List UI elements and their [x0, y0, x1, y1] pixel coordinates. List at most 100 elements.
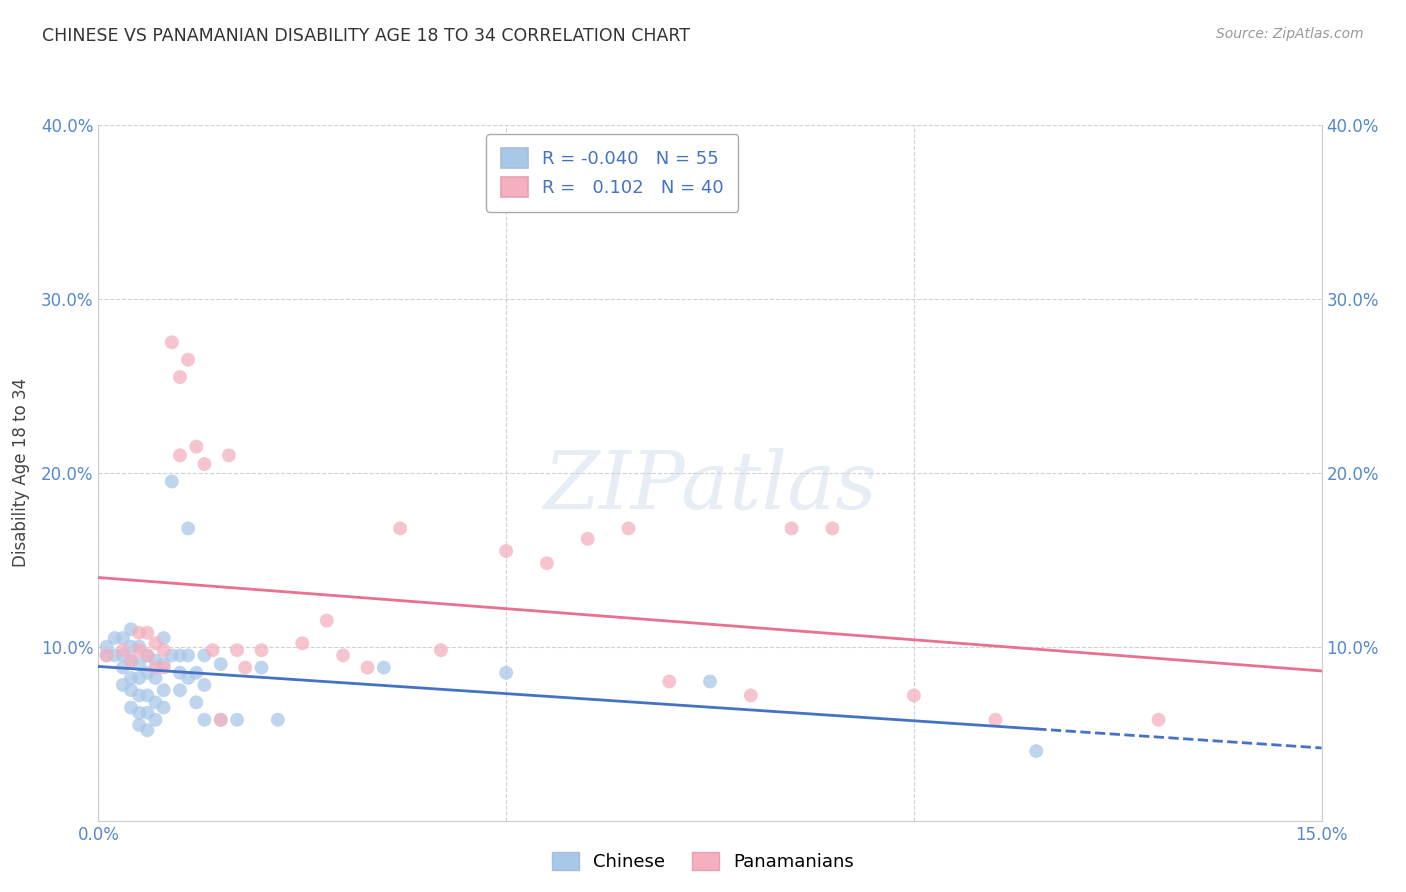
Point: [128, 706, 150, 720]
Point: [128, 689, 150, 703]
Point: [136, 689, 159, 703]
Point: [136, 648, 159, 663]
Point: [373, 660, 395, 674]
Legend: Chinese, Panamanians: Chinese, Panamanians: [544, 845, 862, 879]
Point: [389, 521, 412, 535]
Point: [495, 665, 517, 680]
Point: [104, 631, 127, 645]
Point: [177, 648, 200, 663]
Point: [169, 683, 191, 698]
Point: [111, 643, 134, 657]
Point: [120, 671, 142, 685]
Point: [145, 660, 167, 674]
Point: [291, 636, 314, 650]
Point: [160, 648, 183, 663]
Point: [152, 657, 174, 671]
Point: [226, 713, 249, 727]
Point: [96, 640, 118, 654]
Point: [226, 643, 249, 657]
Point: [120, 654, 142, 668]
Y-axis label: Disability Age 18 to 34: Disability Age 18 to 34: [11, 378, 30, 567]
Point: [111, 660, 134, 674]
Point: [152, 631, 174, 645]
Point: [356, 660, 378, 674]
Point: [152, 660, 174, 674]
Point: [576, 532, 599, 546]
Point: [128, 657, 150, 671]
Point: [96, 648, 118, 663]
Point: [136, 723, 159, 738]
Point: [186, 665, 208, 680]
Point: [128, 640, 150, 654]
Point: [145, 636, 167, 650]
Point: [120, 640, 142, 654]
Point: [136, 625, 159, 640]
Point: [193, 457, 215, 471]
Point: [160, 335, 183, 350]
Point: [128, 625, 150, 640]
Point: [177, 352, 200, 367]
Point: [111, 678, 134, 692]
Point: [177, 671, 200, 685]
Point: [209, 713, 232, 727]
Point: [186, 440, 208, 454]
Legend: R = -0.040   N = 55, R =   0.102   N = 40: R = -0.040 N = 55, R = 0.102 N = 40: [486, 134, 738, 211]
Point: [903, 689, 925, 703]
Point: [495, 544, 517, 558]
Point: [617, 521, 640, 535]
Point: [145, 654, 167, 668]
Point: [136, 706, 159, 720]
Point: [111, 648, 134, 663]
Point: [430, 643, 453, 657]
Point: [104, 648, 127, 663]
Point: [186, 695, 208, 709]
Point: [315, 614, 337, 628]
Point: [136, 665, 159, 680]
Point: [1147, 713, 1170, 727]
Point: [169, 448, 191, 462]
Point: [193, 678, 215, 692]
Point: [780, 521, 803, 535]
Point: [209, 657, 232, 671]
Point: [128, 671, 150, 685]
Point: [536, 556, 558, 570]
Point: [111, 631, 134, 645]
Point: [740, 689, 762, 703]
Point: [250, 643, 273, 657]
Point: [658, 674, 681, 689]
Point: [201, 643, 224, 657]
Point: [169, 370, 191, 384]
Point: [267, 713, 290, 727]
Point: [821, 521, 844, 535]
Point: [218, 448, 240, 462]
Point: [250, 660, 273, 674]
Point: [136, 648, 159, 663]
Text: Source: ZipAtlas.com: Source: ZipAtlas.com: [1216, 27, 1364, 41]
Point: [1025, 744, 1047, 758]
Point: [152, 700, 174, 714]
Point: [699, 674, 721, 689]
Point: [96, 648, 118, 663]
Point: [332, 648, 354, 663]
Point: [233, 660, 256, 674]
Point: [145, 713, 167, 727]
Point: [120, 654, 142, 668]
Point: [193, 713, 215, 727]
Point: [145, 695, 167, 709]
Point: [209, 713, 232, 727]
Point: [193, 648, 215, 663]
Point: [120, 623, 142, 637]
Point: [984, 713, 1007, 727]
Text: CHINESE VS PANAMANIAN DISABILITY AGE 18 TO 34 CORRELATION CHART: CHINESE VS PANAMANIAN DISABILITY AGE 18 …: [42, 27, 690, 45]
Point: [169, 665, 191, 680]
Point: [177, 521, 200, 535]
Point: [128, 718, 150, 732]
Point: [145, 671, 167, 685]
Text: ZIPatlas: ZIPatlas: [543, 448, 877, 525]
Point: [169, 648, 191, 663]
Point: [152, 683, 174, 698]
Point: [120, 683, 142, 698]
Point: [128, 643, 150, 657]
Point: [152, 643, 174, 657]
Point: [160, 475, 183, 489]
